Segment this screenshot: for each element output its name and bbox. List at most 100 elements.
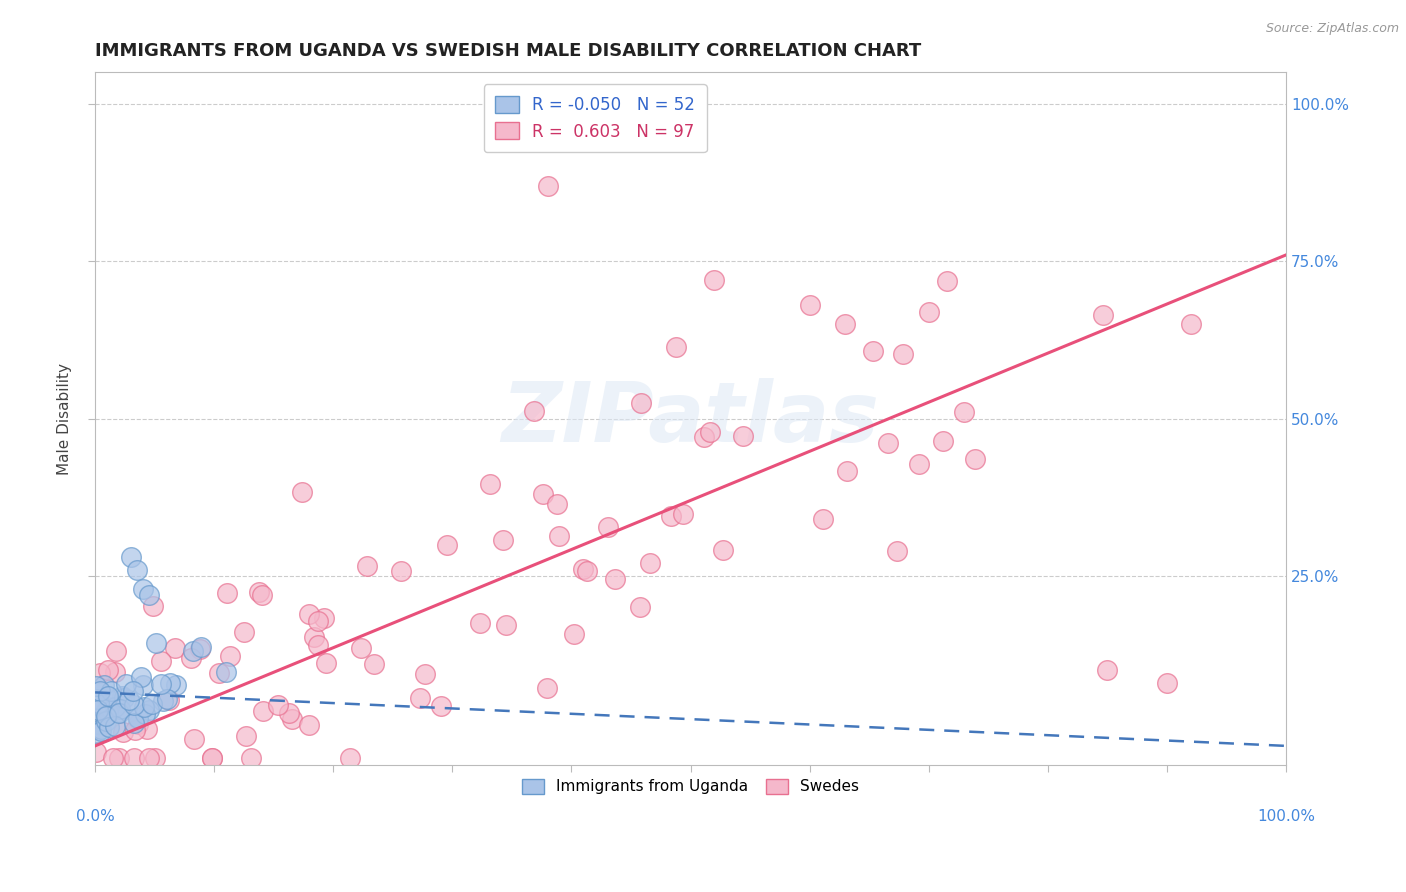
Point — [96, 690, 118, 705]
Point — [965, 452, 987, 467]
Point — [862, 343, 884, 358]
Point — [89, 666, 111, 681]
Point — [659, 509, 682, 524]
Point — [156, 692, 179, 706]
Point — [339, 751, 361, 765]
Text: Source: ZipAtlas.com: Source: ZipAtlas.com — [1265, 22, 1399, 36]
Text: IMMIGRANTS FROM UGANDA VS SWEDISH MALE DISABILITY CORRELATION CHART: IMMIGRANTS FROM UGANDA VS SWEDISH MALE D… — [96, 42, 921, 60]
Point — [132, 678, 155, 692]
Point — [252, 588, 274, 602]
Point — [207, 666, 229, 681]
Point — [94, 714, 117, 729]
Point — [111, 725, 134, 739]
Point — [281, 712, 304, 726]
Text: ZIPatlas: ZIPatlas — [502, 378, 880, 459]
Point — [215, 665, 238, 679]
Point — [157, 693, 180, 707]
Point — [389, 564, 412, 578]
Point — [114, 677, 136, 691]
Point — [132, 582, 155, 596]
Point — [638, 556, 661, 570]
Point — [122, 698, 145, 712]
Point — [547, 529, 569, 543]
Point — [252, 704, 274, 718]
Point — [479, 477, 502, 491]
Point — [1156, 676, 1178, 690]
Point — [907, 457, 929, 471]
Point — [142, 599, 165, 613]
Point — [1097, 664, 1119, 678]
Point — [546, 497, 568, 511]
Point — [436, 538, 458, 552]
Point — [304, 631, 326, 645]
Point — [572, 561, 595, 575]
Text: 0.0%: 0.0% — [76, 809, 114, 824]
Point — [232, 625, 254, 640]
Point — [145, 636, 167, 650]
Point — [630, 395, 652, 409]
Point — [112, 691, 135, 706]
Point — [219, 648, 242, 663]
Point — [108, 706, 131, 720]
Point — [100, 683, 122, 698]
Point — [108, 702, 131, 716]
Legend: Immigrants from Uganda, Swedes: Immigrants from Uganda, Swedes — [515, 771, 866, 802]
Point — [180, 651, 202, 665]
Point — [350, 640, 373, 655]
Point — [111, 689, 134, 703]
Point — [125, 563, 148, 577]
Point — [935, 273, 957, 287]
Point — [159, 676, 181, 690]
Point — [84, 679, 107, 693]
Point — [120, 550, 142, 565]
Point — [105, 644, 128, 658]
Point — [239, 751, 262, 765]
Point — [107, 705, 129, 719]
Point — [138, 702, 160, 716]
Point — [731, 428, 754, 442]
Point — [413, 667, 436, 681]
Point — [201, 751, 224, 765]
Point — [492, 533, 515, 547]
Point — [235, 729, 257, 743]
Point — [94, 705, 117, 719]
Point — [127, 711, 149, 725]
Point — [87, 721, 110, 735]
Point — [298, 607, 321, 621]
Point — [108, 751, 131, 765]
Point — [430, 699, 453, 714]
Point — [356, 559, 378, 574]
Point — [84, 745, 107, 759]
Point — [141, 698, 163, 712]
Point — [90, 723, 112, 738]
Point — [495, 617, 517, 632]
Point — [89, 684, 111, 698]
Point — [877, 436, 900, 450]
Point — [266, 698, 288, 713]
Point — [605, 572, 627, 586]
Point — [307, 614, 329, 628]
Point — [121, 683, 143, 698]
Point — [86, 717, 108, 731]
Point — [150, 677, 173, 691]
Point — [86, 703, 108, 717]
Point — [363, 657, 385, 672]
Point — [886, 543, 908, 558]
Point — [837, 464, 859, 478]
Point — [468, 615, 491, 630]
Point — [315, 656, 337, 670]
Point — [1180, 317, 1202, 331]
Point — [86, 726, 108, 740]
Point — [536, 178, 558, 193]
Point — [104, 719, 127, 733]
Point — [298, 717, 321, 731]
Point — [101, 751, 124, 765]
Point — [163, 641, 186, 656]
Point — [932, 434, 955, 448]
Point — [699, 425, 721, 439]
Point — [217, 586, 239, 600]
Point — [122, 751, 145, 765]
Point — [138, 588, 160, 602]
Point — [181, 644, 204, 658]
Point — [104, 699, 127, 714]
